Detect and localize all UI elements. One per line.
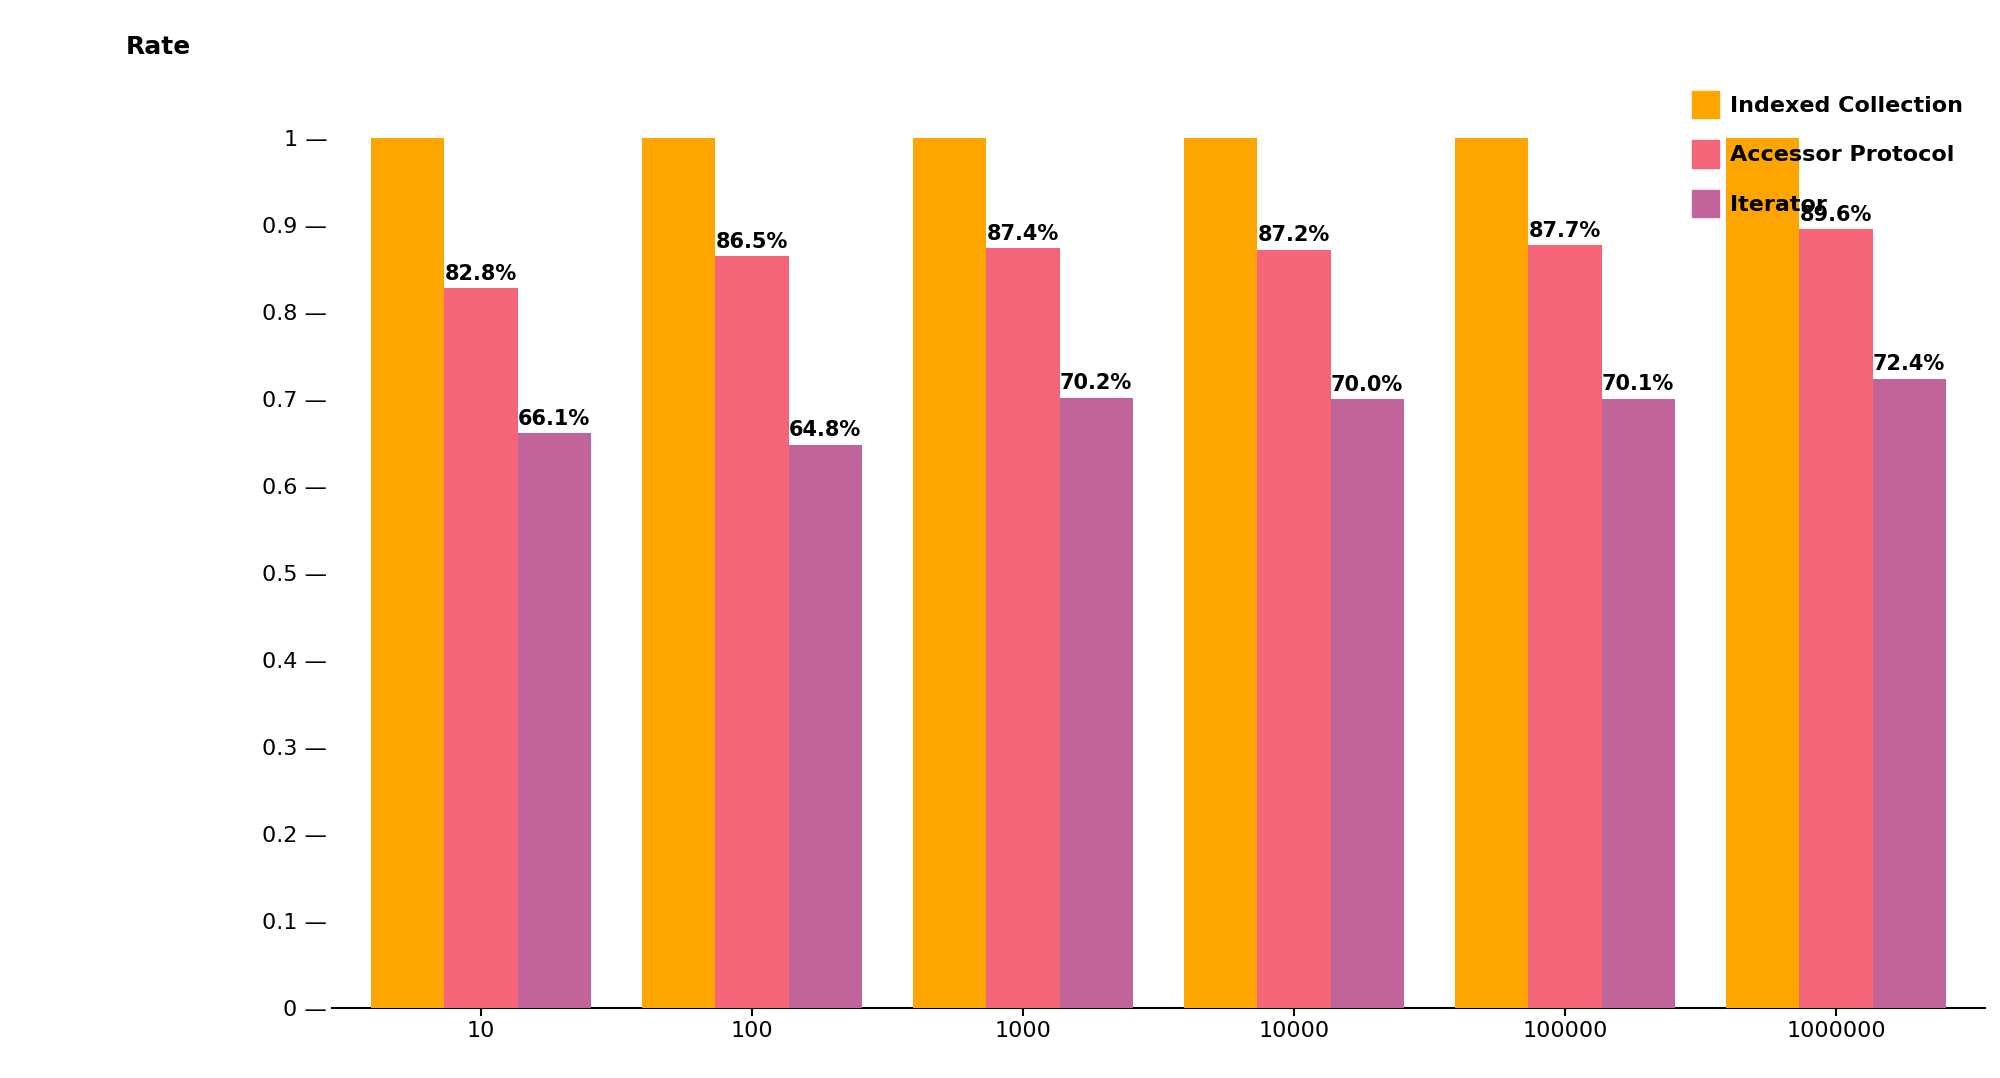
Text: Rate: Rate (126, 36, 192, 59)
Bar (788, 444, 862, 1008)
Bar (1060, 398, 1132, 1008)
Bar (1330, 399, 1404, 1008)
Bar (444, 288, 518, 1008)
Text: 86.5%: 86.5% (716, 232, 788, 251)
Bar (1726, 138, 1800, 1008)
Bar (986, 248, 1060, 1008)
Text: 70.1%: 70.1% (1602, 374, 1674, 395)
Text: 89.6%: 89.6% (1800, 205, 1872, 224)
Text: 70.0%: 70.0% (1332, 375, 1404, 395)
Bar (1872, 378, 1946, 1008)
Bar (1800, 229, 1872, 1008)
Bar (642, 138, 716, 1008)
Bar (372, 138, 444, 1008)
Bar (1258, 250, 1330, 1008)
Text: 87.4%: 87.4% (986, 224, 1060, 244)
Bar (1184, 138, 1258, 1008)
Text: 87.2%: 87.2% (1258, 225, 1330, 246)
Bar (716, 255, 788, 1008)
Bar (1602, 399, 1674, 1008)
Text: 64.8%: 64.8% (790, 420, 862, 440)
Legend: Indexed Collection, Accessor Protocol, Iterator: Indexed Collection, Accessor Protocol, I… (1680, 80, 1974, 227)
Bar (914, 138, 986, 1008)
Text: 66.1%: 66.1% (518, 409, 590, 429)
Text: 82.8%: 82.8% (444, 264, 518, 284)
Bar (518, 433, 590, 1008)
Text: 70.2%: 70.2% (1060, 373, 1132, 393)
Text: 72.4%: 72.4% (1872, 355, 1946, 374)
Text: 87.7%: 87.7% (1528, 221, 1602, 241)
Bar (1528, 246, 1602, 1008)
Bar (1456, 138, 1528, 1008)
